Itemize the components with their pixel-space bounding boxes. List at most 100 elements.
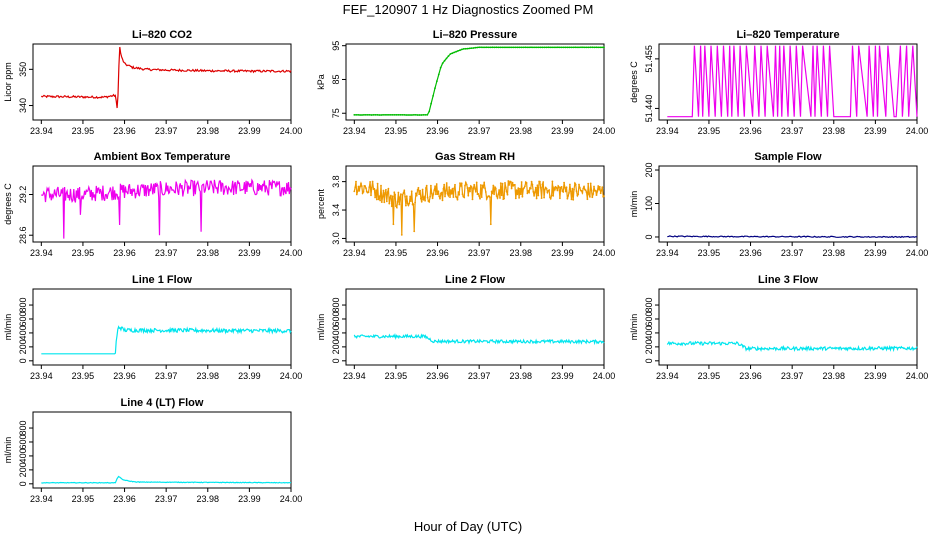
figure-title: FEF_120907 1 Hz Diagnostics Zoomed PM <box>343 2 594 17</box>
x-tick-label: 23.95 <box>698 126 721 136</box>
chart-panel-8: Line 2 Flow ml/min 23.94 23.95 23.96 23.97 23.… <box>316 274 615 381</box>
y-axis-label: ml/min <box>3 437 13 464</box>
data-point <box>464 181 467 184</box>
data-point <box>539 46 542 49</box>
data-point <box>519 193 522 196</box>
data-point <box>518 197 520 199</box>
data-point <box>483 181 486 184</box>
data-point <box>390 194 392 197</box>
y-tick-label: 95 <box>331 41 341 51</box>
data-point <box>485 198 488 200</box>
data-point <box>504 186 507 189</box>
data-point <box>406 202 409 205</box>
data-point <box>466 47 469 50</box>
data-point <box>360 182 362 185</box>
data-point <box>425 184 428 187</box>
data-point <box>413 230 416 233</box>
data-point <box>567 195 570 197</box>
data-point <box>534 46 536 49</box>
data-point <box>448 186 451 189</box>
data-point <box>548 189 550 192</box>
x-tick-label: 23.99 <box>864 371 887 381</box>
data-point <box>355 193 358 196</box>
x-tick-label: 23.94 <box>30 371 53 381</box>
data-point <box>374 196 376 199</box>
data-point <box>552 195 555 197</box>
data-point <box>358 190 361 192</box>
data-point <box>405 204 407 207</box>
y-tick-label: 3.0 <box>331 232 341 245</box>
data-point <box>388 202 391 205</box>
data-point <box>527 190 530 192</box>
data-point <box>415 192 417 195</box>
data-point <box>356 190 359 193</box>
data-point <box>405 195 408 198</box>
y-axis-label: ml/min <box>3 314 13 341</box>
data-point <box>482 46 484 49</box>
chart-title: Ambient Box Temperature <box>94 151 231 163</box>
data-point <box>493 193 495 196</box>
x-tick-label: 23.95 <box>72 248 95 258</box>
y-tick-label: 400 <box>644 325 654 340</box>
data-point <box>400 234 403 236</box>
data-point <box>364 114 367 116</box>
data-point <box>436 193 439 196</box>
data-point <box>530 46 532 49</box>
data-point <box>377 198 380 201</box>
data-point <box>558 186 560 189</box>
data-point <box>479 197 481 200</box>
y-tick-label: 400 <box>331 325 341 340</box>
data-point <box>409 114 411 116</box>
chart-title: Li–820 Pressure <box>433 29 517 41</box>
data-point <box>496 197 499 199</box>
data-point <box>575 190 578 193</box>
data-point <box>515 189 518 192</box>
data-point <box>364 185 366 187</box>
data-point <box>485 46 488 49</box>
data-point <box>425 187 427 189</box>
data-point <box>564 186 566 189</box>
data-point <box>549 197 552 200</box>
data-point <box>388 114 390 116</box>
data-point <box>362 191 365 193</box>
data-point <box>572 46 575 49</box>
x-tick-label: 23.96 <box>739 371 762 381</box>
data-point <box>497 46 500 49</box>
data-point <box>592 193 595 195</box>
x-tick-label: 23.98 <box>823 248 846 258</box>
data-point <box>394 193 396 196</box>
data-point <box>472 47 475 49</box>
data-point <box>601 46 603 49</box>
data-point <box>603 195 605 198</box>
data-point <box>378 114 381 116</box>
data-point <box>564 46 567 49</box>
data-point <box>537 46 540 49</box>
data-point <box>584 189 587 192</box>
data-point <box>455 196 458 199</box>
y-tick-label: 800 <box>644 298 654 313</box>
data-point <box>375 189 377 192</box>
data-point <box>414 201 416 204</box>
data-point <box>543 196 545 199</box>
data-point <box>426 196 429 199</box>
data-point <box>499 197 501 199</box>
x-tick-label: 23.99 <box>864 248 887 258</box>
data-point <box>481 184 484 187</box>
data-point <box>393 191 396 194</box>
data-point <box>447 194 450 197</box>
x-tick-label: 23.99 <box>551 248 574 258</box>
data-point <box>482 186 485 189</box>
data-point <box>405 114 408 116</box>
data-point <box>445 182 448 184</box>
plot-frame <box>32 43 292 121</box>
y-tick-label: 600 <box>331 311 341 326</box>
data-point <box>414 114 417 116</box>
y-tick-label: 400 <box>18 448 28 463</box>
data-point <box>468 186 471 189</box>
series-line <box>667 45 918 118</box>
y-axis-label: Licor ppm <box>3 62 13 102</box>
data-point <box>391 195 394 198</box>
x-tick-label: 23.94 <box>343 126 366 136</box>
data-point <box>474 46 477 49</box>
